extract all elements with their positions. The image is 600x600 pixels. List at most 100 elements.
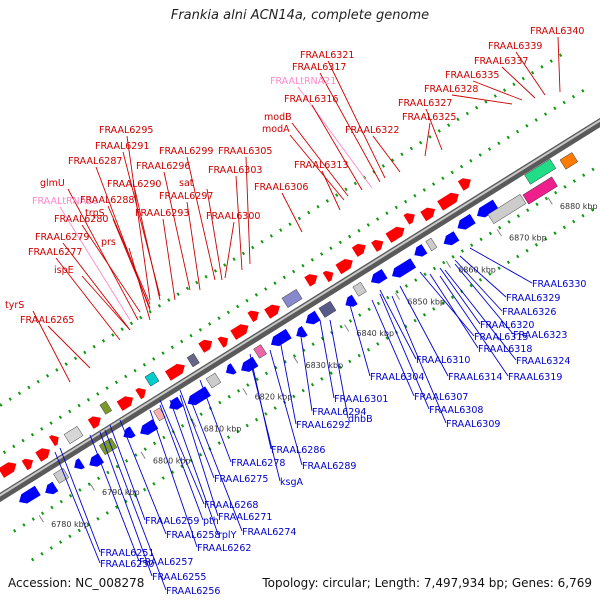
gene-label: FRAALtRNA20 (32, 196, 98, 207)
gene-label: FRAAL6271 (218, 512, 272, 523)
leader-line (557, 36, 561, 93)
track-guide (0, 87, 588, 457)
scale-tick-mark (89, 483, 95, 491)
scale-tick-mark (38, 515, 44, 523)
gene-label: prs (101, 237, 116, 248)
scale-tick-label: 6830 kbp (306, 361, 344, 370)
forward-gene-arrow (165, 363, 185, 381)
gene-label: FRAAL6277 (28, 247, 82, 258)
gene-label: FRAAL6304 (370, 372, 424, 383)
leader-line (469, 247, 533, 284)
leader-line (128, 247, 151, 321)
gene-label: FRAAL6287 (68, 156, 122, 167)
gene-label: FRAAL6329 (506, 293, 560, 304)
reverse-gene-arrow (140, 419, 159, 435)
forward-gene-arrow (335, 259, 353, 275)
accession-text: Accession: NC_008278 (8, 576, 145, 590)
leader-line (67, 188, 139, 321)
leader-line (59, 447, 101, 553)
leader-line (451, 94, 513, 105)
leader-line (269, 349, 303, 466)
reverse-gene-arrow (296, 326, 308, 338)
gene-label: FRAAL6326 (502, 307, 556, 318)
map-title: Frankia alni ACN14a, complete genome (170, 8, 430, 23)
forward-gene-arrow (198, 339, 213, 353)
leader-line (444, 269, 517, 361)
forward-gene-arrow (457, 178, 471, 191)
gene-label: FRAAL6303 (208, 165, 262, 176)
gene-label: FRAAL6301 (334, 394, 388, 405)
leader-line (163, 171, 191, 291)
gene-label: FRAAL6257 (139, 557, 193, 568)
scale-tick-mark (547, 197, 553, 205)
leader-line (235, 175, 243, 271)
leader-line (119, 419, 167, 535)
scale-tick-label: 6860 kbp (458, 266, 496, 275)
gene-label: FRAAL6314 (448, 372, 502, 383)
gene-label: FRAAL6313 (294, 160, 348, 171)
reverse-gene-arrow (89, 453, 104, 467)
gene-label: FRAAL6316 (284, 94, 338, 105)
feature-block (425, 237, 438, 252)
backbone-line (0, 117, 600, 503)
gene-label: ispE (54, 265, 74, 276)
forward-gene-arrow (21, 458, 34, 471)
gene-label: FRAAL6330 (532, 279, 586, 290)
forward-gene-arrow (217, 336, 229, 348)
gene-label: FRAAL6325 (402, 112, 456, 123)
feature-block (144, 371, 160, 387)
gene-label: FRAAL6274 (242, 527, 296, 538)
gene-label: FRAAL6280 (54, 214, 108, 225)
reverse-gene-arrow (226, 363, 237, 375)
leader-line (189, 397, 243, 532)
leader-line (47, 325, 91, 369)
scale-tick-mark (394, 292, 401, 300)
feature-block (99, 400, 113, 415)
gene-label: FRAAL6328 (424, 84, 478, 95)
scale-tick-label: 6800 kbp (153, 456, 191, 465)
leader-line (32, 310, 71, 383)
scale-tick-mark (344, 324, 350, 332)
gene-label: FRAAL6268 (204, 500, 258, 511)
leader-line (321, 170, 341, 211)
feature-block (153, 407, 166, 422)
leader-line (319, 72, 381, 183)
gene-label: FRAAL6288 (80, 195, 134, 206)
gene-label: FRAAL6293 (135, 208, 189, 219)
reverse-gene-arrow (19, 485, 41, 504)
reverse-gene-arrow (477, 199, 499, 218)
leader-line (439, 267, 481, 325)
backbone-highlight (0, 119, 600, 497)
leader-line (279, 339, 297, 425)
gene-label: ksgA (280, 477, 303, 488)
leader-line (159, 404, 204, 521)
leader-line (62, 242, 131, 331)
feature-block (186, 353, 200, 368)
gene-label: FRAAL6295 (99, 125, 153, 136)
reverse-gene-arrow (371, 269, 388, 284)
gene-label: FRAAL6251 (100, 548, 154, 559)
leader-line (186, 156, 216, 281)
gene-label: FRAAL6259 (145, 516, 199, 527)
feature-block (281, 288, 303, 308)
gene-label: FRAAL6278 (231, 458, 285, 469)
gene-label: FRAAL6255 (152, 572, 206, 583)
scale-tick-label: 6840 kbp (356, 329, 394, 338)
reverse-gene-arrow (345, 294, 358, 307)
gene-label: FRAAL6323 (513, 330, 567, 341)
forward-gene-arrow (437, 192, 459, 211)
scale-tick-mark (242, 387, 248, 396)
gene-label: FRAAL6265 (20, 315, 74, 326)
leader-line (425, 108, 443, 151)
leader-line (112, 218, 151, 309)
gene-label: FRAAL6318 (478, 344, 532, 355)
forward-gene-arrow (49, 435, 59, 447)
leader-line (159, 399, 205, 505)
gene-label: modB (264, 112, 292, 123)
reverse-gene-arrow (392, 258, 417, 278)
feature-block (53, 467, 70, 484)
feature-block (487, 193, 527, 225)
reverse-gene-arrow (45, 481, 59, 495)
